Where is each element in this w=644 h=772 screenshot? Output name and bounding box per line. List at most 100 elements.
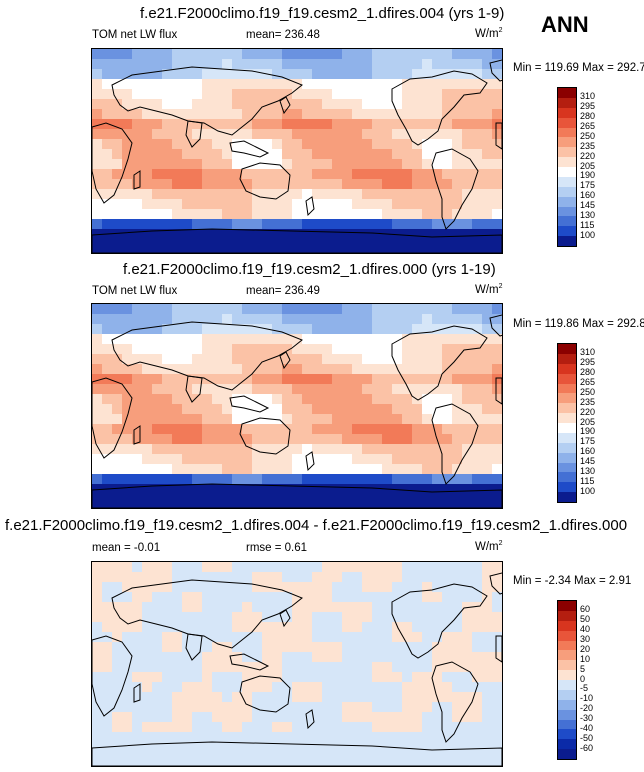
map-field-cell [262, 464, 273, 475]
map-field-cell [372, 582, 383, 593]
map-field-cell [392, 662, 403, 673]
map-field-cell [292, 444, 303, 455]
map-field-cell [192, 49, 203, 60]
map-field-cell [222, 712, 233, 723]
map-field-cell [142, 404, 153, 415]
map-field-cell [392, 702, 403, 713]
map-field-cell [382, 59, 393, 70]
map-field-cell [452, 229, 463, 240]
map-field-cell [172, 209, 183, 220]
map-field-cell [342, 434, 353, 445]
map-field-cell [182, 69, 193, 80]
map-field-cell [322, 434, 333, 445]
map-field-cell [152, 444, 163, 455]
map-field-cell [92, 762, 103, 766]
map-field-cell [472, 129, 483, 140]
map-field-cell [142, 752, 153, 763]
map-field-cell [122, 169, 133, 180]
map-field-cell [482, 159, 493, 170]
map-field-cell [362, 464, 373, 475]
map-field-cell [442, 314, 453, 325]
map-field-cell [382, 109, 393, 120]
map-field-cell [362, 324, 373, 335]
map-field-cell [342, 464, 353, 475]
map-field-cell [92, 49, 103, 60]
map-field-cell [342, 642, 353, 653]
map-field-cell [372, 239, 383, 250]
map-field-cell [142, 179, 153, 190]
map-field-cell [312, 702, 323, 713]
map-field-cell [232, 424, 243, 435]
map-field-cell [332, 219, 343, 230]
map-field-cell [462, 334, 473, 345]
colorbar-swatch [558, 749, 576, 759]
colorbar-tick-label: -20 [580, 703, 594, 714]
map-field-cell [482, 612, 493, 623]
panel3-title: f.e21.F2000climo.f19_f19.cesm2_1.dfires.… [5, 517, 628, 534]
map-field-cell [292, 434, 303, 445]
map-field-cell [472, 384, 483, 395]
map-field-cell [492, 662, 502, 673]
map-field-cell [392, 504, 403, 508]
map-field-cell [192, 632, 203, 643]
map-field-cell [482, 109, 493, 120]
colorbar-swatch [558, 739, 576, 750]
map-field-cell [422, 494, 433, 505]
map-field-cell [362, 199, 373, 210]
map-field-cell [112, 454, 123, 465]
map-field-cell [182, 229, 193, 240]
map-field-cell [412, 722, 423, 733]
map-field-cell [162, 702, 173, 713]
map-field-cell [172, 464, 183, 475]
map-field-cell [142, 434, 153, 445]
map-field-cell [452, 414, 463, 425]
map-field-cell [272, 712, 283, 723]
map-field-cell [442, 79, 453, 90]
map-field-cell [412, 89, 423, 100]
map-field-cell [342, 229, 353, 240]
map-field-cell [362, 592, 373, 603]
map-field-cell [172, 189, 183, 200]
map-field-cell [262, 59, 273, 70]
map-field-cell [342, 682, 353, 693]
map-field-cell [332, 712, 343, 723]
map-field-cell [232, 692, 243, 703]
map-field-cell [342, 562, 353, 573]
map-field-cell [442, 702, 453, 713]
map-field-cell [282, 334, 293, 345]
map-field-cell [292, 209, 303, 220]
map-field-cell [232, 354, 243, 365]
map-field-cell [232, 572, 243, 583]
map-field-cell [182, 672, 193, 683]
panel2-mean-label: mean= 236.49 [246, 285, 320, 297]
map-field-cell [232, 149, 243, 160]
map-field-cell [272, 652, 283, 663]
map-field-cell [442, 89, 453, 100]
map-field-cell [92, 434, 103, 445]
map-field-cell [132, 314, 143, 325]
map-field-cell [372, 682, 383, 693]
map-field-cell [122, 702, 133, 713]
map-field-cell [352, 364, 363, 375]
map-field-cell [172, 414, 183, 425]
map-field-cell [102, 504, 113, 508]
map-field-cell [222, 344, 233, 355]
map-field-cell [202, 354, 213, 365]
map-field-cell [182, 334, 193, 345]
map-field-cell [492, 364, 502, 375]
map-field-cell [162, 642, 173, 653]
map-field-cell [452, 374, 463, 385]
map-field-cell [252, 129, 263, 140]
map-field-cell [262, 642, 273, 653]
map-field-cell [342, 454, 353, 465]
map-field-cell [482, 494, 493, 505]
map-field-cell [262, 384, 273, 395]
map-field-cell [112, 504, 123, 508]
map-field-cell [122, 562, 133, 573]
map-field-cell [292, 494, 303, 505]
map-field-cell [362, 434, 373, 445]
map-field-cell [392, 189, 403, 200]
map-field-cell [352, 762, 363, 766]
map-field-cell [332, 682, 343, 693]
map-field-cell [92, 394, 103, 405]
